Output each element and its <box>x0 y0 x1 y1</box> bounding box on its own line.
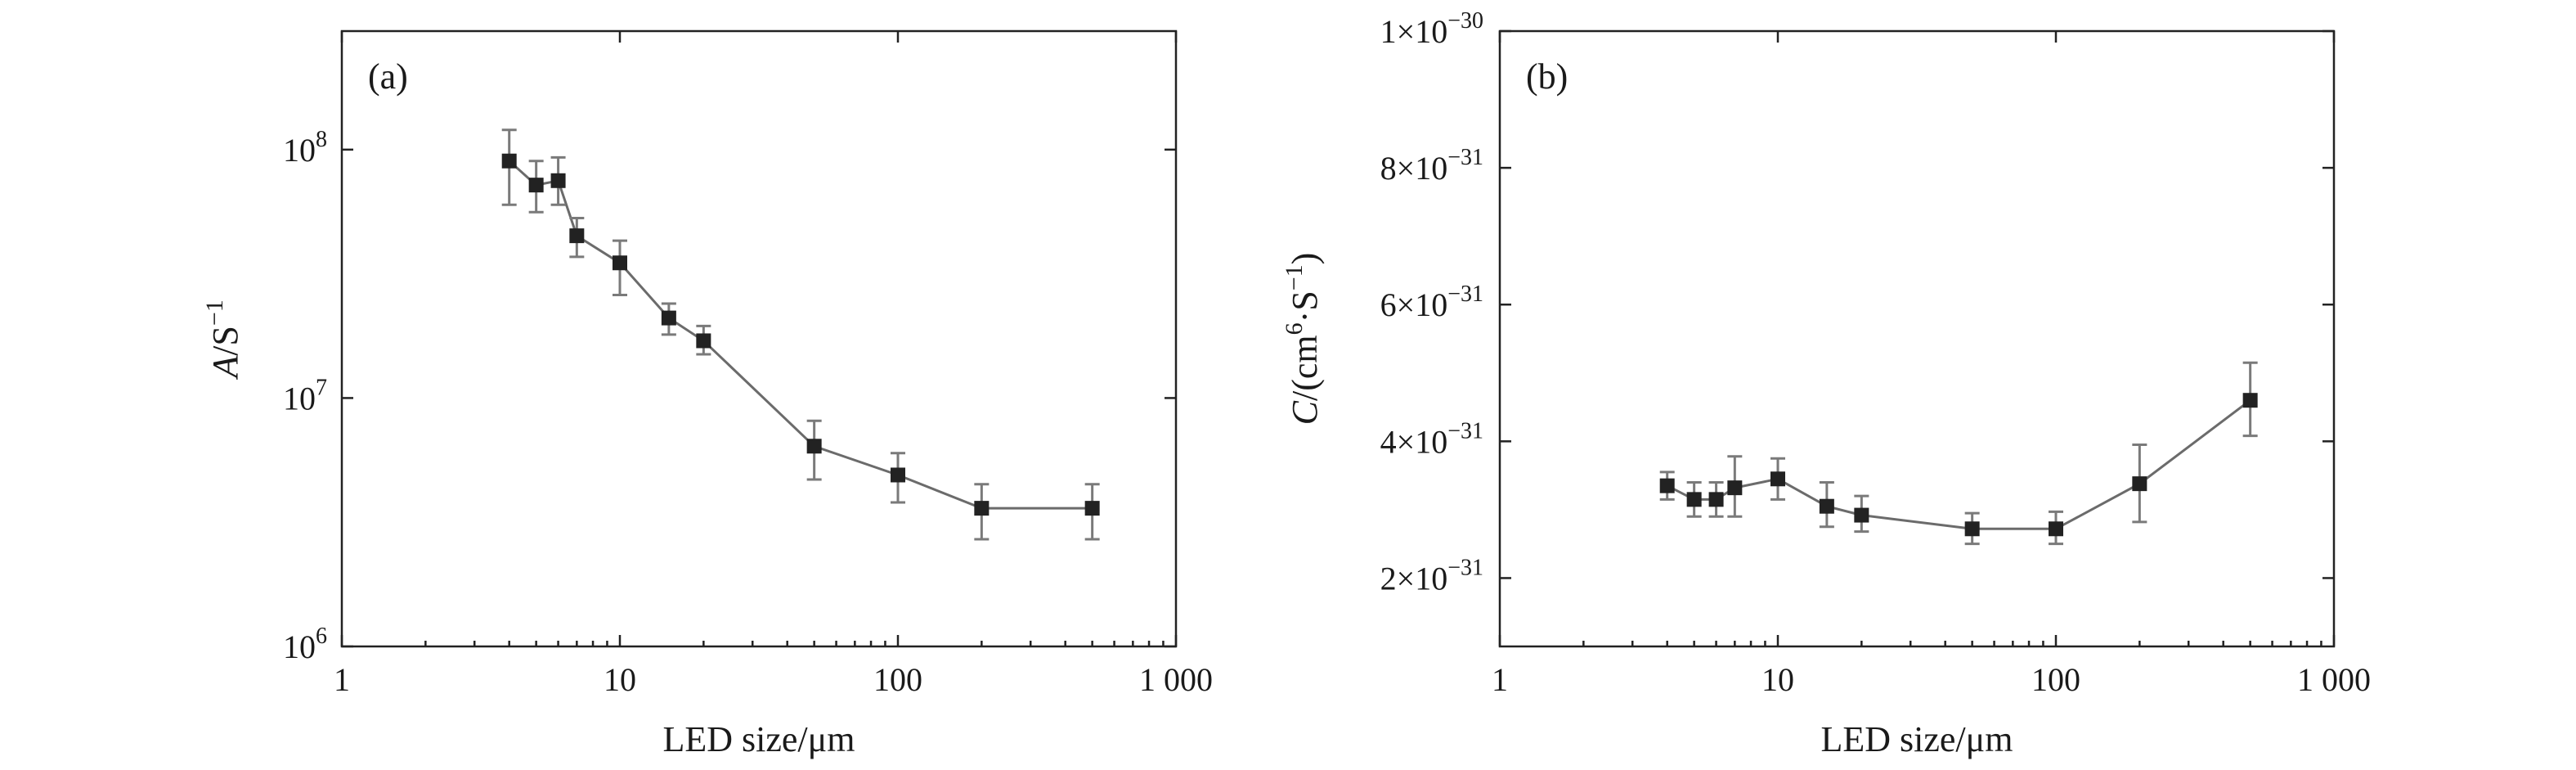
y-axis-label: C/(cm6·S−1) <box>1281 253 1325 426</box>
data-point <box>974 501 990 516</box>
y-tick-exponent: −31 <box>1447 418 1483 444</box>
y-axis-unit-exponent: 6 <box>1281 322 1308 335</box>
y-tick-label: 1×10−30 <box>1380 8 1483 50</box>
y-axis-label: A/S−1 <box>201 299 245 380</box>
y-tick-exponent: −30 <box>1447 8 1483 34</box>
data-point <box>613 255 627 271</box>
data-point <box>1084 501 1100 516</box>
data-point <box>1686 492 1702 507</box>
plot-frame <box>340 29 1178 648</box>
y-tick-base: 4×10 <box>1380 423 1448 460</box>
y-tick-label: 4×10−31 <box>1380 418 1483 460</box>
y-tick-exponent: 8 <box>316 127 327 152</box>
y-tick-base: 2×10 <box>1380 560 1448 597</box>
y-tick-exponent: −31 <box>1447 555 1483 580</box>
data-point <box>569 228 585 244</box>
data-point <box>2242 393 2258 408</box>
series-line <box>1667 399 2251 530</box>
panel-label: (b) <box>1526 56 1568 97</box>
panel-label: (a) <box>368 56 408 97</box>
x-tick-label: 100 <box>2031 661 2080 698</box>
y-tick-exponent: 6 <box>316 624 327 649</box>
data-point <box>1727 480 1743 496</box>
data-point <box>501 153 517 169</box>
data-point <box>1819 498 1834 514</box>
y-axis-variable: A <box>205 355 245 380</box>
panel-b-chart: 1 10 100 1 0002×10−314×10−316×10−318×10−311… <box>1281 8 2371 759</box>
data-point <box>696 333 711 349</box>
data-point <box>806 439 822 454</box>
y-tick-label: 107 <box>283 375 327 417</box>
x-tick-label: 1 <box>334 661 350 698</box>
y-axis-unit-exponent: −1 <box>1281 264 1308 290</box>
x-tick-label: 10 <box>1761 661 1794 698</box>
data-point <box>1659 478 1675 493</box>
plot-frame <box>1498 29 2336 648</box>
y-axis-unit: /(cm <box>1285 335 1325 401</box>
y-axis-unit: ) <box>1285 253 1325 265</box>
y-tick-base: 10 <box>283 628 316 665</box>
y-tick-base: 6×10 <box>1380 286 1448 323</box>
y-axis-variable: C <box>1285 400 1325 425</box>
y-tick-exponent: −31 <box>1447 145 1483 170</box>
x-axis-label: LED size/μm <box>663 719 855 759</box>
data-point <box>661 310 676 326</box>
data-point <box>550 173 566 188</box>
y-tick-label: 6×10−31 <box>1380 281 1483 323</box>
y-tick-exponent: −31 <box>1447 281 1483 307</box>
x-tick-label: 100 <box>873 661 922 698</box>
data-point <box>1770 471 1785 487</box>
y-tick-base: 8×10 <box>1380 150 1448 187</box>
y-tick-label: 108 <box>283 127 327 169</box>
y-tick-base: 10 <box>283 380 316 417</box>
data-point <box>2049 521 2063 537</box>
y-axis-unit-exponent: −1 <box>201 299 228 326</box>
series-line <box>508 160 1093 510</box>
y-axis-unit: ·S <box>1285 290 1325 322</box>
y-tick-exponent: 7 <box>316 375 327 400</box>
y-tick-label: 106 <box>283 624 327 665</box>
y-tick-label: 2×10−31 <box>1380 555 1483 597</box>
data-point <box>1854 507 1869 523</box>
y-tick-base: 1×10 <box>1380 13 1448 50</box>
data-point <box>528 178 544 193</box>
y-tick-label: 8×10−31 <box>1380 145 1483 187</box>
data-point <box>1708 492 1724 507</box>
x-tick-label: 1 000 <box>2297 661 2371 698</box>
x-axis-label: LED size/μm <box>1821 719 2013 759</box>
data-point <box>891 467 905 483</box>
x-tick-label: 1 <box>1492 661 1508 698</box>
y-tick-base: 10 <box>283 132 316 169</box>
x-tick-label: 10 <box>604 661 636 698</box>
y-axis-unit: /S <box>205 326 245 356</box>
x-tick-label: 1 000 <box>1139 661 1213 698</box>
data-point <box>1964 521 1980 537</box>
data-point <box>2132 476 2147 492</box>
